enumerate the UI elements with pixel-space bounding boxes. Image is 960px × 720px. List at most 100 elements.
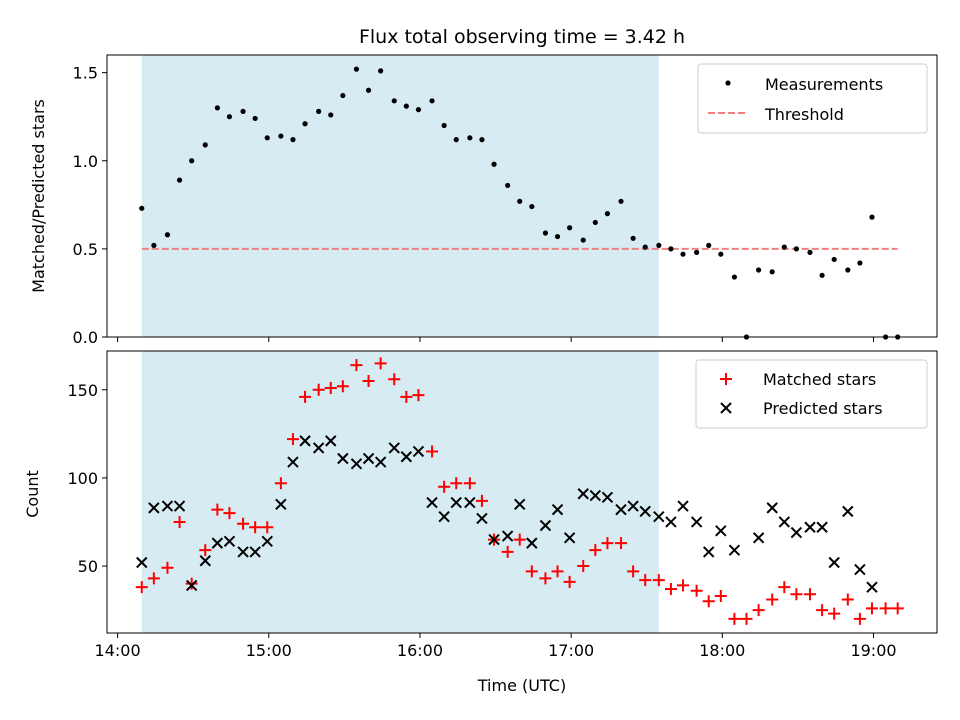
- predicted-star-point: [374, 456, 387, 468]
- top-legend-box: [697, 63, 928, 134]
- bottom-y-tick-label: 50: [78, 557, 98, 576]
- observing-window-span: [141, 55, 659, 337]
- predicted-star-point: [526, 537, 538, 549]
- top-axes: 0.0 0.5 1.0 1.5: [73, 54, 938, 347]
- predicted-star-point: [677, 500, 689, 512]
- predicted-star-point: [804, 521, 816, 533]
- measurement-point: [415, 107, 422, 113]
- predicted-star-point: [488, 533, 500, 546]
- predicted-star-point: [412, 445, 425, 458]
- measurement-point: [769, 269, 775, 275]
- measurement-point: [302, 121, 308, 127]
- matched-star-point: [412, 389, 425, 402]
- matched-star-point: [841, 593, 854, 606]
- predicted-star-point: [237, 546, 249, 558]
- measurement-point: [479, 137, 485, 143]
- predicted-star-point: [539, 519, 552, 532]
- predicted-stars-points: [136, 435, 878, 593]
- measurement-point: [139, 205, 145, 211]
- predicted-star-point: [842, 505, 854, 518]
- bottom-x-tick-label: 16:00: [397, 641, 443, 660]
- matched-star-point: [891, 602, 904, 615]
- matched-star-point: [261, 521, 274, 534]
- predicted-star-point: [148, 502, 160, 514]
- predicted-star-point: [173, 500, 186, 512]
- measurement-point: [706, 242, 712, 248]
- measurement-point: [226, 114, 233, 120]
- predicted-star-point: [223, 535, 236, 548]
- matched-star-point: [463, 477, 476, 490]
- predicted-star-point: [275, 498, 287, 511]
- bottom-x-tick-label: 14:00: [95, 641, 141, 660]
- top-legend: Measurements Threshold: [697, 63, 928, 134]
- measurement-point: [604, 211, 611, 217]
- bottom-legend: Matched stars Predicted stars: [695, 359, 928, 429]
- bottom-y-tick-label: 100: [67, 469, 98, 488]
- measurement-point: [340, 92, 346, 99]
- matched-star-point: [879, 602, 892, 615]
- measurement-point: [680, 251, 686, 257]
- predicted-star-point: [828, 556, 840, 569]
- bottom-x-tick-label: 18:00: [699, 641, 745, 660]
- measurement-point: [694, 249, 700, 255]
- legend-measurements-label: Measurements: [765, 75, 883, 94]
- predicted-star-point: [362, 452, 375, 465]
- predicted-star-point: [816, 521, 828, 533]
- measurement-point: [580, 237, 586, 243]
- measurement-point: [505, 182, 511, 189]
- measurement-point: [453, 137, 459, 143]
- matched-star-point: [816, 604, 829, 617]
- matched-star-point: [299, 390, 312, 403]
- matched-star-point: [690, 584, 703, 597]
- measurement-point: [857, 260, 863, 266]
- bottom-axes: 14:00 15:00 16:00 17:00 18:00 19:00 50 100 150: [67, 350, 938, 660]
- matched-stars-points: [135, 357, 904, 625]
- measurement-point: [781, 244, 787, 250]
- predicted-star-point: [438, 510, 450, 523]
- measurement-point: [240, 108, 246, 114]
- predicted-star-point: [601, 491, 614, 503]
- matched-star-point: [400, 390, 413, 403]
- chart-title: Flux total observing time = 3.42 h: [359, 26, 685, 48]
- measurement-points: [139, 66, 901, 340]
- matched-star-point: [173, 515, 186, 528]
- matched-star-point: [766, 593, 779, 606]
- measurement-point: [467, 135, 473, 141]
- matched-star-point: [324, 382, 337, 395]
- measurement-point: [869, 214, 875, 220]
- measurement-point: [642, 244, 648, 250]
- matched-star-point: [563, 575, 576, 588]
- measurement-point: [845, 267, 851, 273]
- bottom-x-tick-label: 15:00: [246, 641, 292, 660]
- matched-star-point: [426, 445, 439, 458]
- predicted-star-point: [211, 537, 224, 549]
- measurement-point: [567, 225, 573, 231]
- legend-matched-marker: [720, 373, 732, 385]
- predicted-star-point: [261, 535, 273, 548]
- predicted-star-point: [312, 442, 325, 454]
- matched-star-point: [589, 544, 602, 557]
- predicted-star-point: [514, 498, 526, 511]
- matched-star-point: [249, 521, 262, 534]
- measurement-point: [731, 274, 738, 280]
- matched-star-point: [211, 503, 224, 516]
- legend-threshold-label: Threshold: [764, 105, 844, 124]
- measurement-point: [517, 198, 523, 204]
- predicted-star-point: [653, 510, 665, 523]
- top-y-tick-label: 1.0: [73, 152, 98, 171]
- matched-star-point: [778, 581, 791, 594]
- top-y-axis-label: Matched/Predicted stars: [29, 99, 48, 293]
- measurement-point: [793, 246, 799, 252]
- measurement-point: [202, 142, 208, 148]
- panel-counts: 14:00 15:00 16:00 17:00 18:00 19:00 50 100 150 C…: [23, 350, 938, 695]
- bottom-x-tick-label: 17:00: [548, 641, 594, 660]
- measurement-point: [278, 133, 284, 139]
- measurement-point: [176, 177, 183, 183]
- bottom-y-tick-label: 150: [67, 381, 98, 400]
- predicted-star-point: [199, 555, 211, 567]
- matched-star-point: [362, 374, 375, 387]
- top-y-tick-label: 1.5: [73, 64, 98, 83]
- predicted-star-point: [299, 435, 311, 447]
- measurement-point: [252, 115, 258, 122]
- predicted-star-point: [715, 525, 727, 537]
